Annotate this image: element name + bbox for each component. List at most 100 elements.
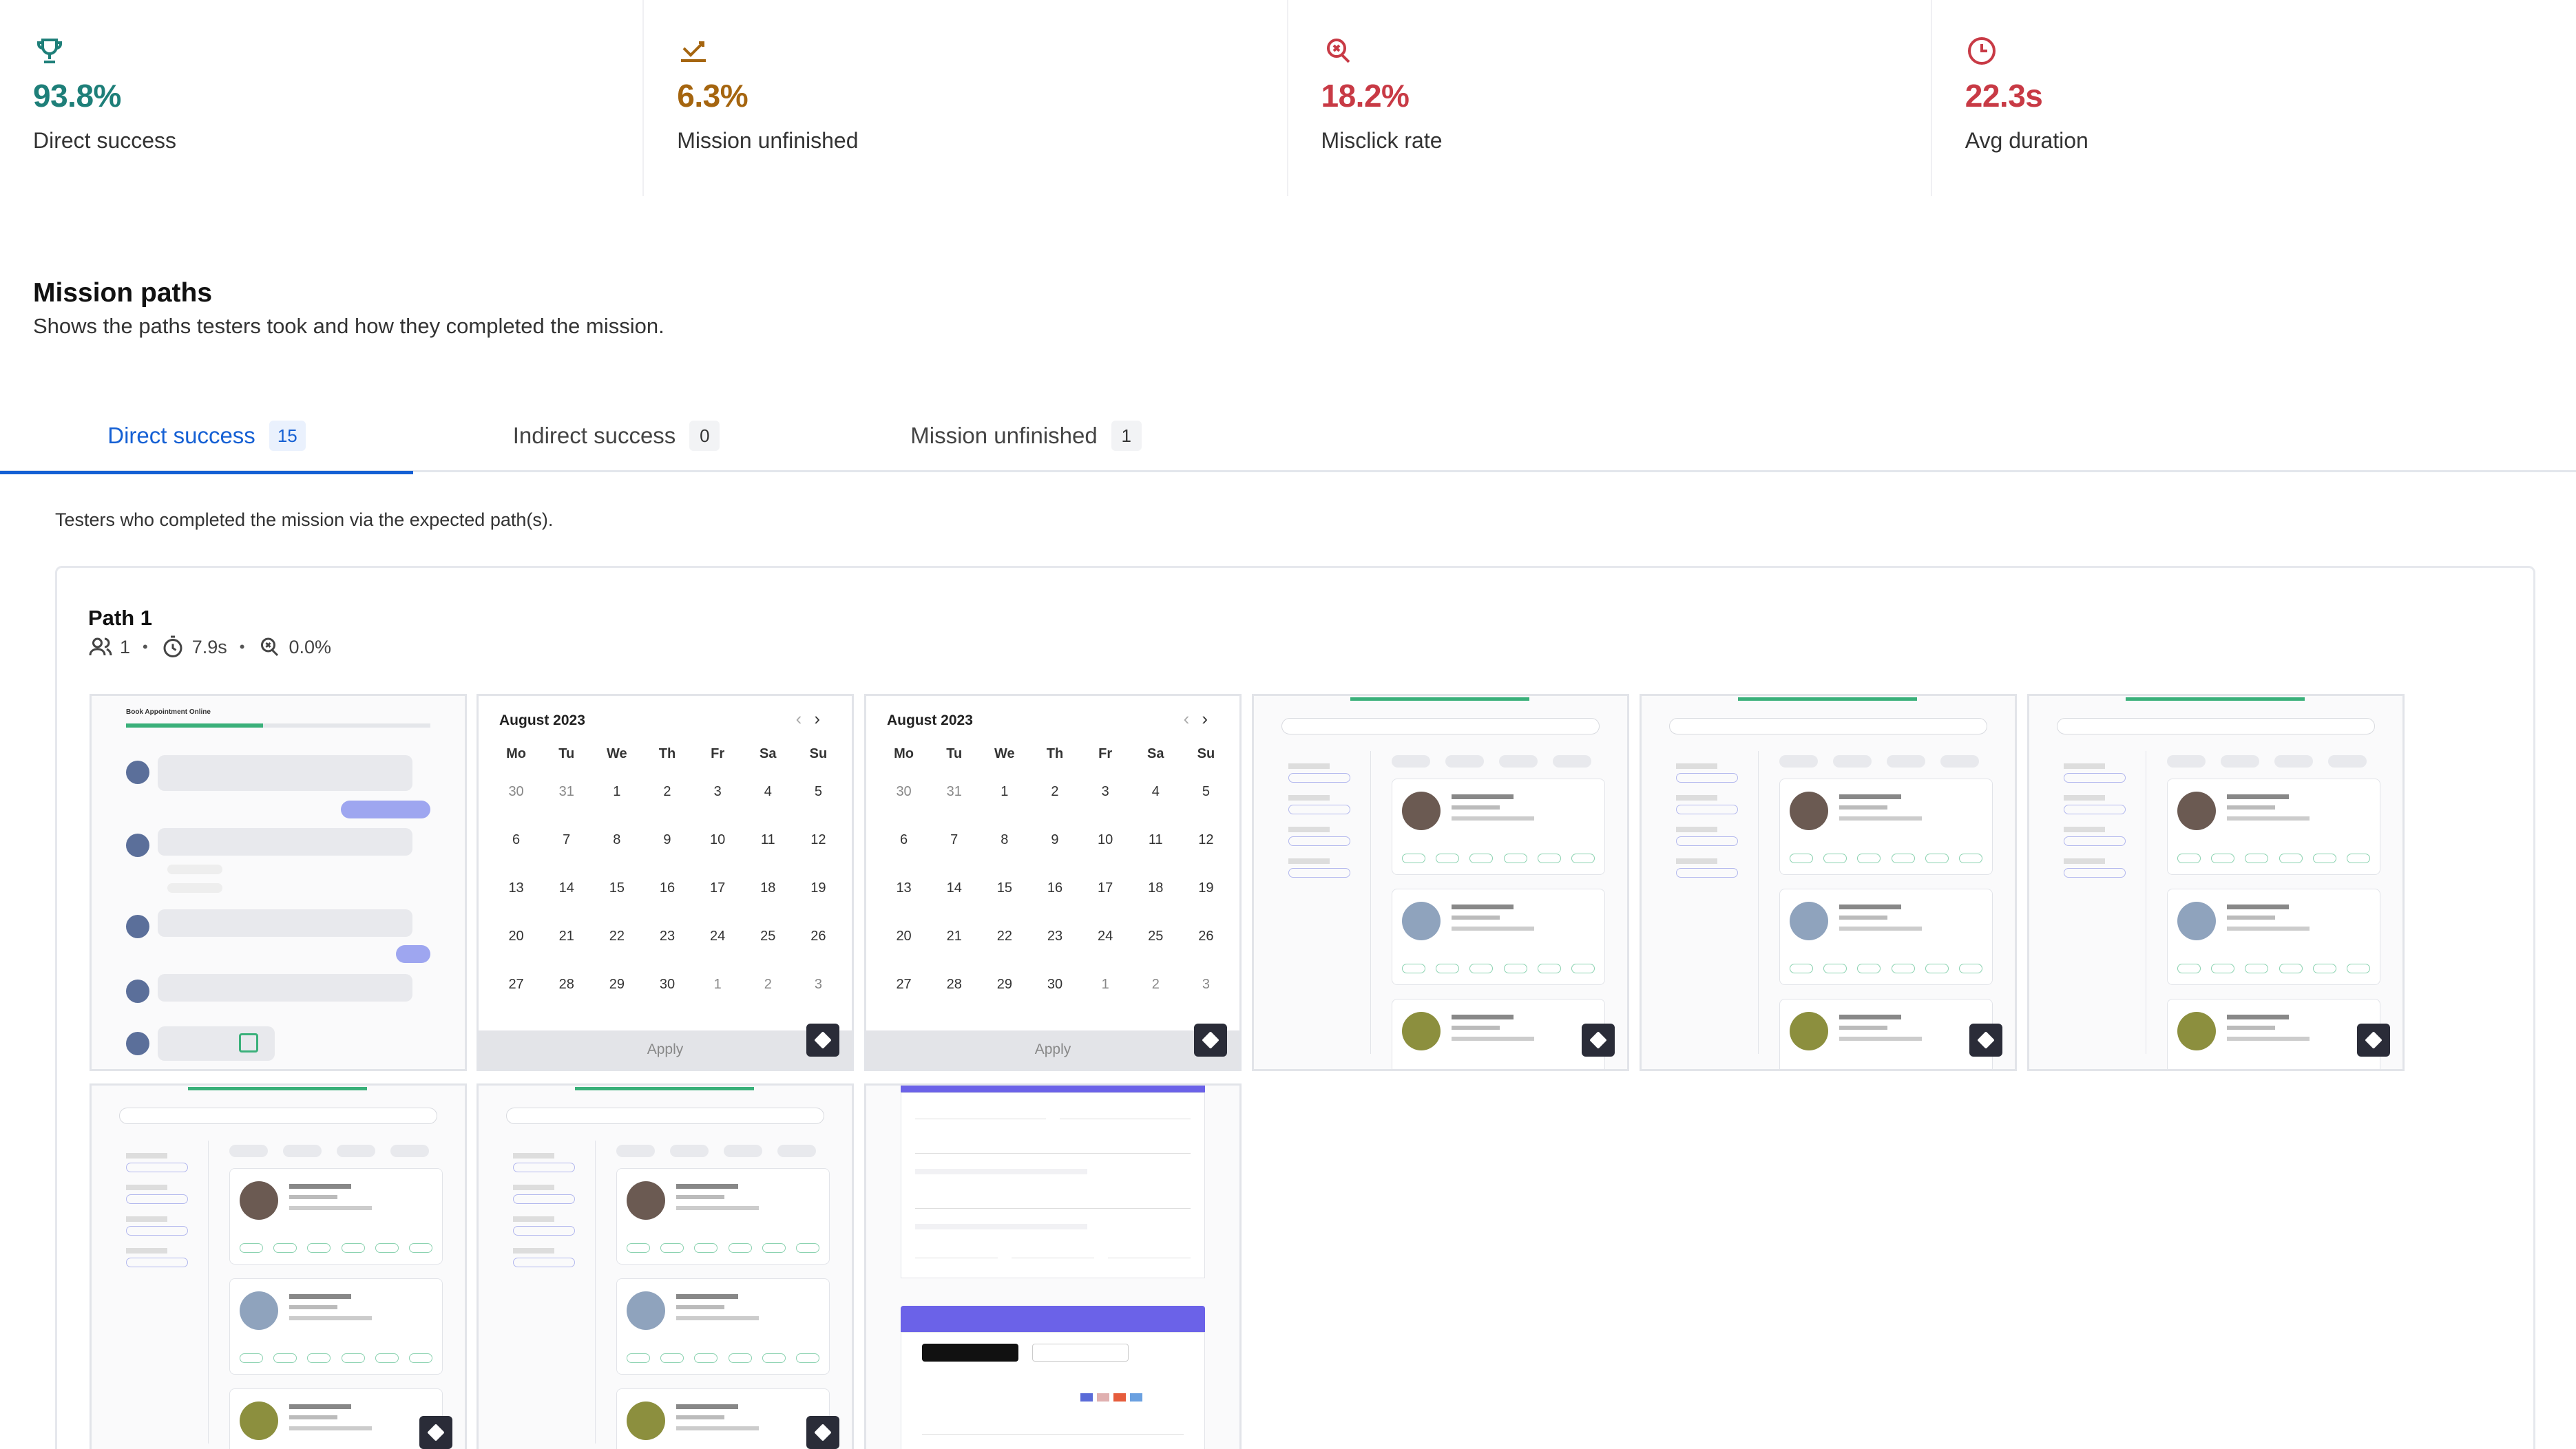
tab-count-badge: 15 bbox=[269, 421, 306, 451]
calendar-day: 25 bbox=[760, 928, 776, 944]
calendar-day: 23 bbox=[1047, 928, 1063, 944]
calendar-day: 27 bbox=[896, 976, 912, 992]
figma-node-icon[interactable] bbox=[419, 1416, 452, 1449]
screen-thumbnail-doctor-list[interactable] bbox=[1252, 694, 1629, 1071]
metrics-row: 93.8% Direct success 6.3% Mission unfini… bbox=[0, 0, 2576, 196]
figma-node-icon[interactable] bbox=[1582, 1024, 1615, 1057]
avatar bbox=[126, 915, 149, 938]
weekday-label: Fr bbox=[711, 745, 725, 761]
metric-direct-success: 93.8% Direct success bbox=[0, 0, 645, 196]
doctor-card bbox=[2167, 779, 2380, 875]
calendar-day: 28 bbox=[946, 976, 962, 992]
metric-avg-duration: 22.3s Avg duration bbox=[1932, 0, 2576, 196]
calendar-day: 20 bbox=[896, 928, 912, 944]
screen-thumbnail-payment-form[interactable] bbox=[864, 1083, 1242, 1449]
chat-bubble bbox=[158, 909, 412, 937]
figma-node-icon[interactable] bbox=[806, 1024, 839, 1057]
progress-bar bbox=[479, 1086, 852, 1092]
weekday-label: Mo bbox=[506, 745, 527, 761]
search-input-preview bbox=[1669, 718, 1987, 734]
calendar-day: 26 bbox=[810, 928, 826, 944]
separator-dot: • bbox=[143, 638, 148, 655]
calendar-day: 10 bbox=[1098, 832, 1113, 847]
metric-value: 18.2% bbox=[1321, 78, 1410, 114]
figma-node-icon[interactable] bbox=[2357, 1024, 2390, 1057]
screen-thumbnail-doctor-list[interactable] bbox=[90, 1083, 467, 1449]
doctor-photo bbox=[2177, 1012, 2216, 1050]
metric-label: Mission unfinished bbox=[677, 128, 859, 153]
chat-option bbox=[167, 865, 222, 874]
calendar-day: 24 bbox=[1098, 928, 1113, 944]
calendar-day: 14 bbox=[558, 880, 574, 896]
metric-mission-unfinished: 6.3% Mission unfinished bbox=[644, 0, 1288, 196]
calendar-day: 31 bbox=[946, 783, 962, 799]
calendar-month: August 2023 bbox=[499, 712, 585, 728]
calendar-day: 18 bbox=[760, 880, 776, 896]
path-misclick-rate: 0.0% bbox=[289, 636, 332, 657]
calendar-day: 16 bbox=[1047, 880, 1063, 896]
doctor-photo bbox=[1402, 1012, 1441, 1050]
calendar-day: 20 bbox=[508, 928, 524, 944]
chat-reply-pill bbox=[396, 945, 430, 963]
calendar-day: 18 bbox=[1148, 880, 1164, 896]
doctor-card bbox=[616, 1278, 830, 1375]
weekday-label: We bbox=[994, 745, 1015, 761]
screen-thumbnail-calendar[interactable]: August 2023 ‹› Mo Tu We Th Fr Sa Su 30 3… bbox=[477, 694, 854, 1071]
calendar-day: 28 bbox=[558, 976, 574, 992]
screen-thumbnail-doctor-list[interactable] bbox=[1640, 694, 2017, 1071]
calendar-day: 21 bbox=[946, 928, 962, 944]
chat-bubble bbox=[158, 974, 412, 1002]
figma-node-icon[interactable] bbox=[1969, 1024, 2002, 1057]
calendar-day: 13 bbox=[508, 880, 524, 896]
figma-node-icon[interactable] bbox=[806, 1416, 839, 1449]
figma-node-icon[interactable] bbox=[1194, 1024, 1227, 1057]
chat-bubble bbox=[158, 1026, 275, 1061]
calendar-day: 16 bbox=[659, 880, 676, 896]
doctor-photo bbox=[1402, 792, 1441, 830]
screen-chat-title: Book Appointment Online bbox=[126, 708, 211, 716]
doctor-card bbox=[616, 1168, 830, 1265]
calendar-day: 1 bbox=[713, 976, 722, 992]
calendar-day: 19 bbox=[1198, 880, 1214, 896]
screen-thumbnail-doctor-list[interactable] bbox=[2027, 694, 2405, 1071]
path-testers-count: 1 bbox=[120, 636, 131, 657]
weekday-label: Tu bbox=[946, 745, 963, 761]
form-header-bar bbox=[901, 1086, 1205, 1092]
doctor-card bbox=[1392, 999, 1605, 1069]
doctor-photo bbox=[1790, 1012, 1828, 1050]
tab-direct-success[interactable]: Direct success 15 bbox=[0, 399, 413, 474]
section-subtitle: Shows the paths testers took and how the… bbox=[33, 314, 664, 338]
payment-header bbox=[901, 1306, 1205, 1332]
filter-sidebar bbox=[513, 1141, 596, 1443]
tab-mission-unfinished[interactable]: Mission unfinished 1 bbox=[819, 399, 1233, 472]
calendar-day: 10 bbox=[710, 832, 726, 847]
screen-thumbnail-chat[interactable]: Book Appointment Online bbox=[90, 694, 467, 1071]
avatar bbox=[126, 834, 149, 857]
calendar-day: 3 bbox=[713, 783, 722, 799]
chat-reply-pill bbox=[341, 801, 430, 818]
weekday-label: Su bbox=[1197, 745, 1215, 761]
calendar-day: 3 bbox=[1202, 976, 1210, 992]
calendar-day: 2 bbox=[1051, 783, 1059, 799]
tab-count-badge: 0 bbox=[689, 421, 720, 451]
doctor-photo bbox=[2177, 792, 2216, 830]
calendar-day: 11 bbox=[1148, 832, 1163, 847]
weekday-label: Fr bbox=[1098, 745, 1113, 761]
progress-bar bbox=[126, 723, 430, 728]
calendar-day: 29 bbox=[996, 976, 1012, 992]
calendar-grid: Mo Tu We Th Fr Sa Su 30 31 1 2 3 4 5 6 7… bbox=[879, 740, 1231, 1008]
calendar-day: 2 bbox=[764, 976, 772, 992]
tab-indirect-success[interactable]: Indirect success 0 bbox=[413, 399, 819, 472]
screen-thumbnail-calendar[interactable]: August 2023 ‹› Mo Tu We Th Fr Sa Su 30 3… bbox=[864, 694, 1242, 1071]
screen-thumbnail-doctor-list[interactable] bbox=[477, 1083, 854, 1449]
doctor-card bbox=[1392, 889, 1605, 985]
calendar-day: 15 bbox=[609, 880, 625, 896]
calendar-day: 12 bbox=[810, 832, 826, 847]
filter-chips bbox=[1392, 755, 1606, 768]
calendar-day: 12 bbox=[1198, 832, 1214, 847]
calendar-grid: Mo Tu We Th Fr Sa Su 30 31 1 2 3 4 5 6 7… bbox=[491, 740, 844, 1008]
search-input-preview bbox=[506, 1108, 824, 1124]
search-input-preview bbox=[2057, 718, 2375, 734]
separator-dot: • bbox=[239, 638, 245, 655]
metric-value: 22.3s bbox=[1965, 78, 2043, 114]
